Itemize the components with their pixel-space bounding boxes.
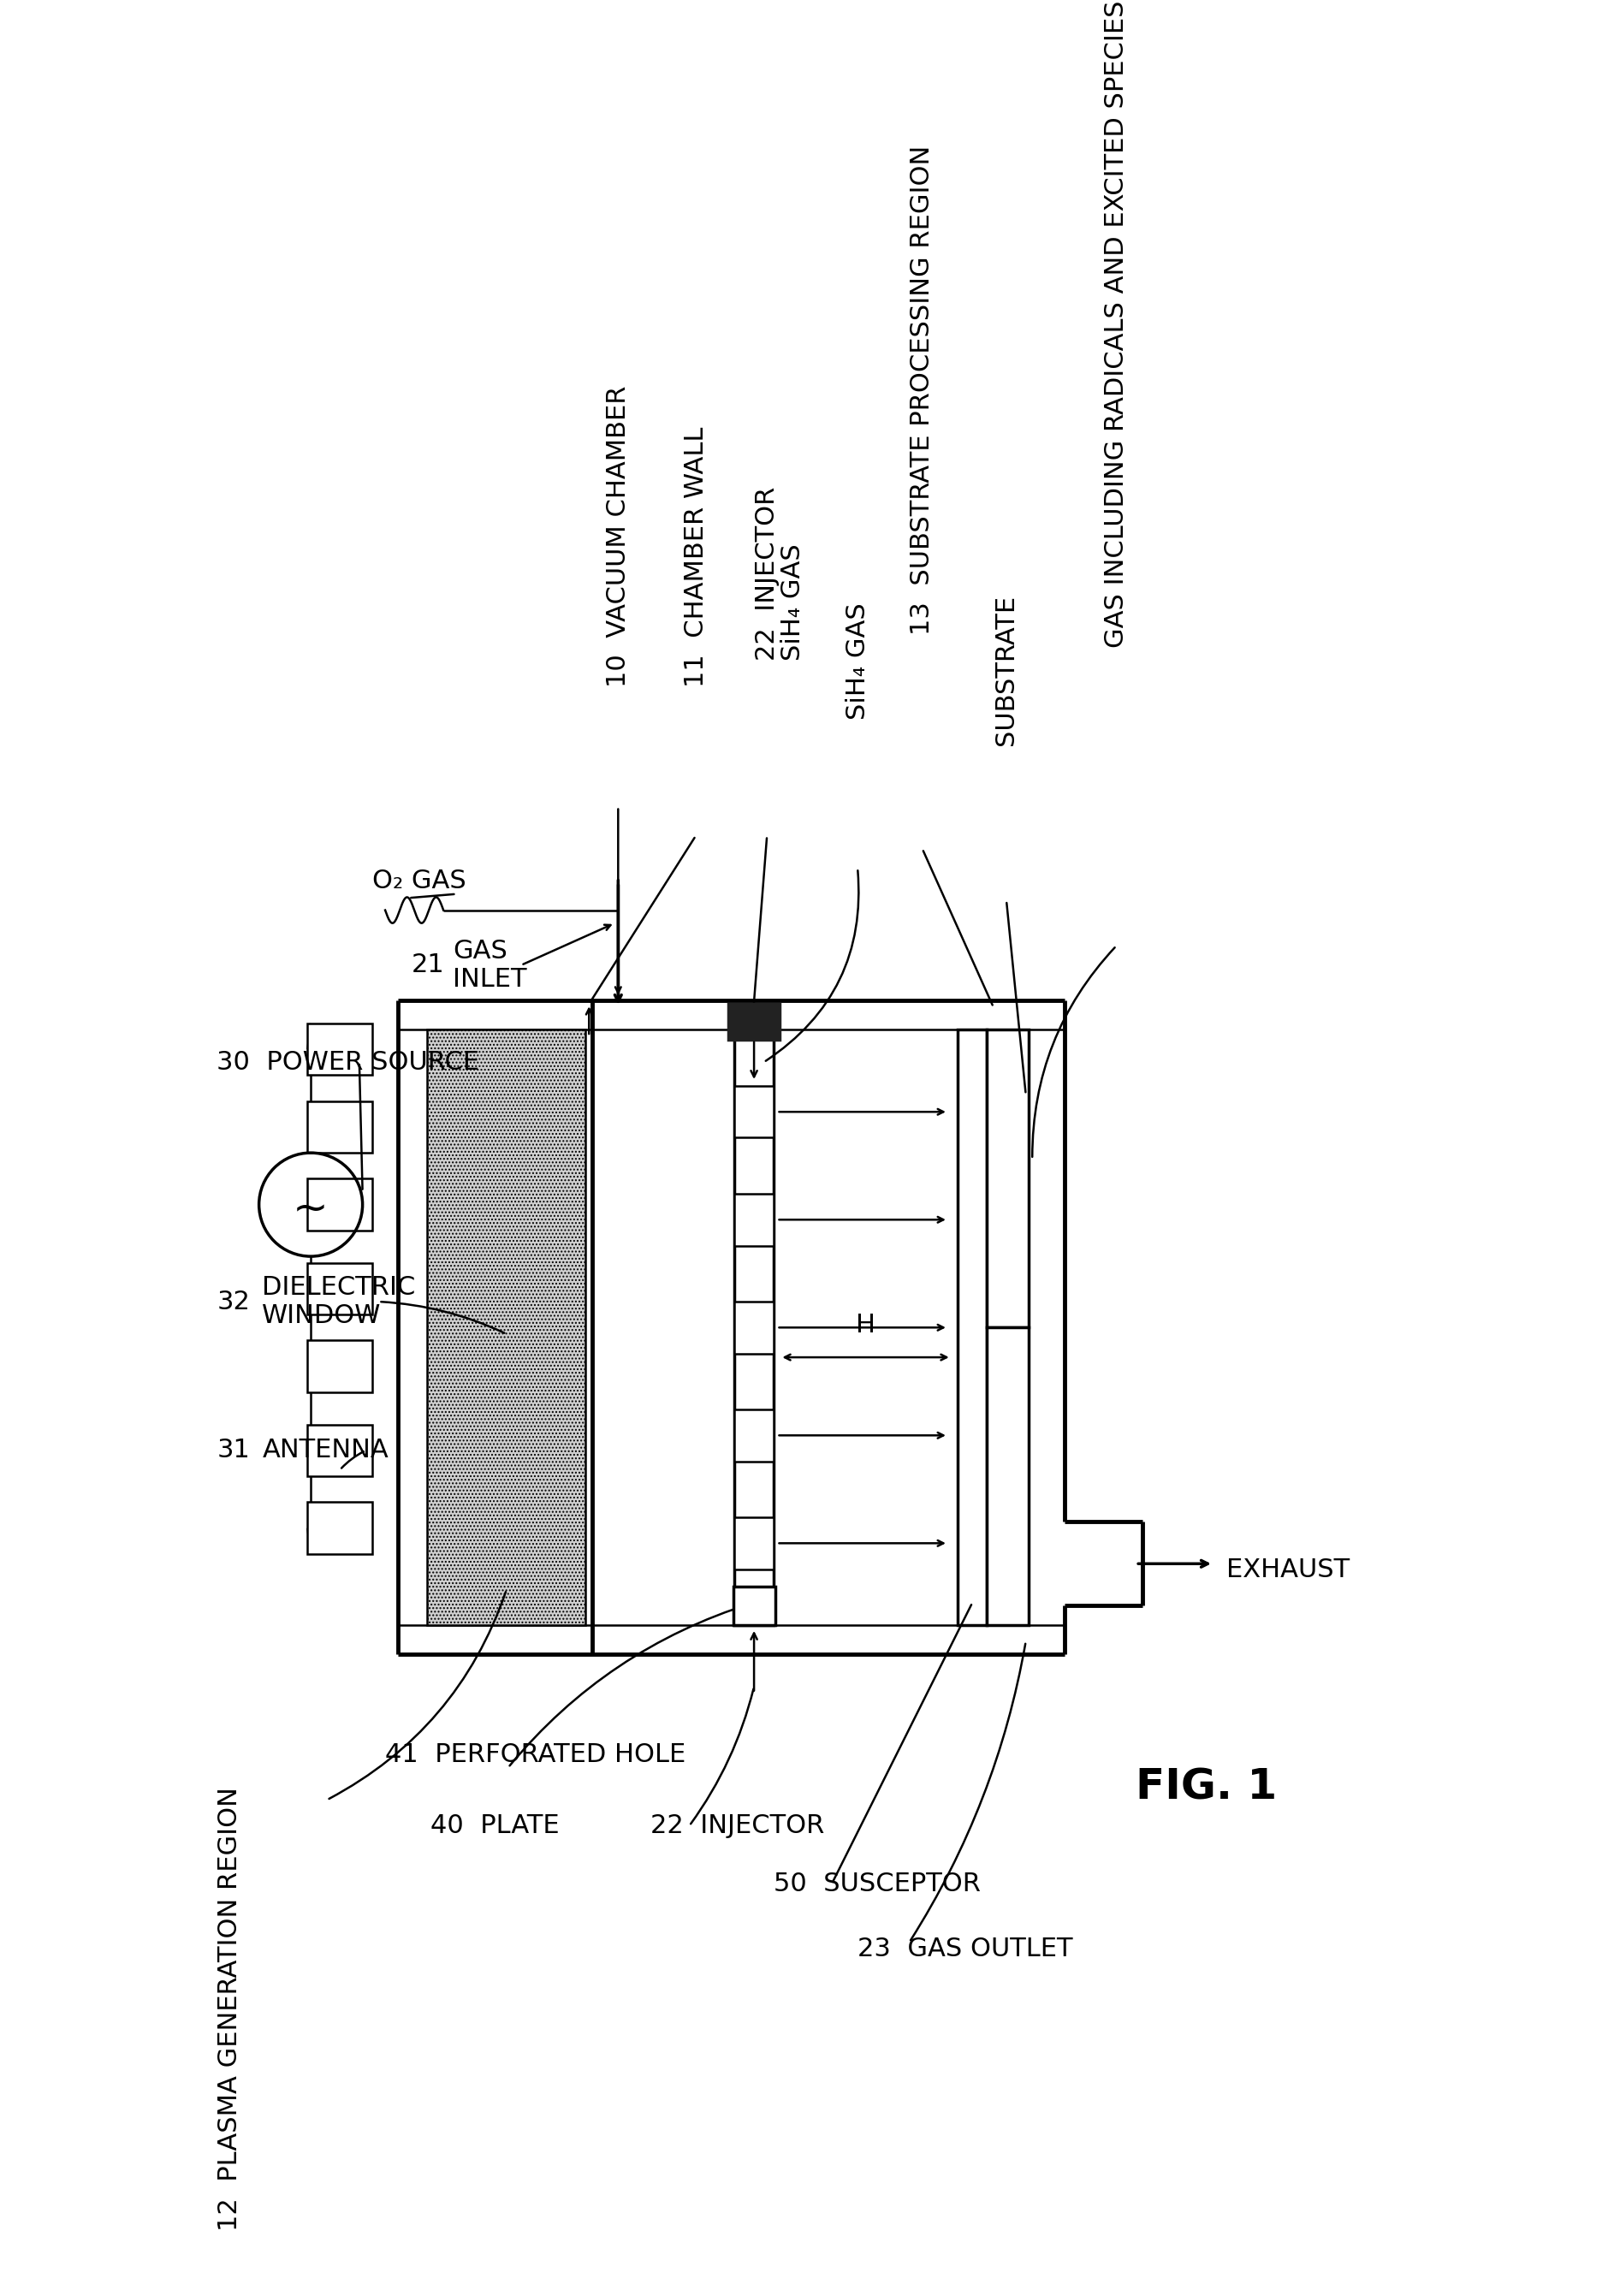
Bar (734, 1194, 773, 1244)
Bar (428, 1031, 586, 1626)
Text: 41  PERFORATED HOLE: 41 PERFORATED HOLE (386, 1743, 685, 1768)
Bar (308, 1424, 373, 1476)
Text: ANTENNA: ANTENNA (262, 1437, 389, 1463)
Bar (734, 1086, 773, 1139)
Text: SiH₄ GAS: SiH₄ GAS (846, 602, 870, 719)
Text: 30  POWER SOURCE: 30 POWER SOURCE (217, 1049, 480, 1075)
Text: SUBSTRATE: SUBSTRATE (995, 595, 1019, 746)
Bar (308, 1178, 373, 1231)
Text: 22  INJECTOR: 22 INJECTOR (755, 487, 779, 661)
Text: GAS
INLET: GAS INLET (454, 939, 526, 992)
Bar (308, 1263, 373, 1316)
Text: 32: 32 (217, 1290, 249, 1313)
Bar (957, 1031, 987, 1626)
Text: ~: ~ (293, 1189, 329, 1231)
Bar (987, 1031, 1029, 1327)
Bar (727, 1003, 779, 1040)
Text: EXHAUST: EXHAUST (1226, 1557, 1349, 1582)
Text: 23  GAS OUTLET: 23 GAS OUTLET (857, 1936, 1072, 1961)
Text: SiH₄ GAS: SiH₄ GAS (781, 544, 805, 661)
Text: DIELECTRIC
WINDOW: DIELECTRIC WINDOW (262, 1274, 416, 1329)
Bar (308, 1102, 373, 1153)
Text: 31: 31 (217, 1437, 249, 1463)
Bar (308, 1341, 373, 1391)
Text: 22  INJECTOR: 22 INJECTOR (651, 1814, 825, 1839)
Bar (734, 1410, 773, 1460)
Bar (308, 1502, 373, 1554)
Bar (734, 1302, 773, 1352)
Text: 10  VACUUM CHAMBER: 10 VACUUM CHAMBER (606, 386, 630, 687)
Text: 40  PLATE: 40 PLATE (431, 1814, 559, 1839)
Text: O₂ GAS: O₂ GAS (373, 868, 467, 893)
Bar (734, 1031, 773, 1626)
Bar (732, 1587, 774, 1626)
Bar (734, 1518, 773, 1568)
Text: 11  CHAMBER WALL: 11 CHAMBER WALL (684, 427, 708, 687)
Text: FIG. 1: FIG. 1 (1136, 1766, 1277, 1807)
Bar (308, 1024, 373, 1075)
Text: 13  SUBSTRATE PROCESSING REGION: 13 SUBSTRATE PROCESSING REGION (910, 145, 935, 636)
Text: GAS INCLUDING RADICALS AND EXCITED SPECIES: GAS INCLUDING RADICALS AND EXCITED SPECI… (1103, 0, 1129, 647)
Text: H: H (855, 1313, 875, 1339)
Bar (987, 1327, 1029, 1626)
Text: 50  SUSCEPTOR: 50 SUSCEPTOR (773, 1871, 980, 1896)
Text: 12  PLASMA GENERATION REGION: 12 PLASMA GENERATION REGION (217, 1786, 243, 2232)
Text: 21: 21 (411, 953, 444, 978)
